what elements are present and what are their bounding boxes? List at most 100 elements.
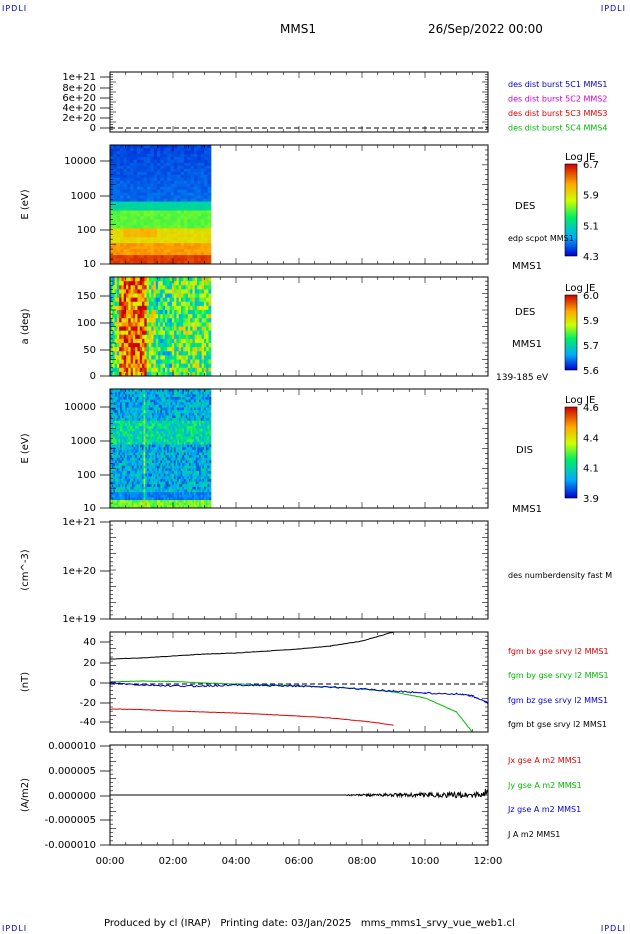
spectrogram-cell [137,371,141,377]
spectrogram-cell [116,441,119,446]
spectrogram-cell [207,489,210,493]
spectrogram-cell [135,293,138,299]
spectrogram-cell [177,402,180,406]
datetime-title: 26/Sep/2022 00:00 [428,22,543,36]
spectrogram-cell [163,478,166,483]
spectrogram-cell [180,428,183,432]
spectrogram-cell [200,449,203,453]
spectrogram-cell [135,343,138,348]
spectrogram-cell [168,412,171,416]
spectrogram-cell [165,423,168,427]
spectrogram-cell [204,261,208,265]
spectrogram-cell [137,277,141,282]
spectrogram-cell [162,351,166,356]
spectrogram-cell [163,449,166,453]
spectrogram-cell [144,310,148,315]
spectrogram-cell [183,156,188,161]
spectrogram-cell [163,484,166,488]
spectrogram-cell [180,404,183,409]
spectrogram-cell [194,326,198,332]
spectrogram-cell [136,410,140,414]
spectrogram-cell [188,468,192,472]
spectrogram-cell [205,497,208,501]
spectrogram-cell [132,293,136,299]
spectrogram-cell [183,426,187,430]
spectrogram-cell [136,455,140,459]
spectrogram-cell [209,489,212,493]
spectrogram-cell [138,423,141,427]
spectrogram-cell [174,293,177,299]
spectrogram-cell [138,433,141,438]
spectrogram-cell [146,165,151,170]
spectrogram-cell [170,439,173,443]
spectrogram-cell [167,457,170,461]
spectrogram-cell [170,186,175,191]
spectrogram-cell [130,359,134,365]
spectrogram-cell [130,455,133,459]
spectrogram-cell [128,396,131,401]
spectrogram-cell [160,314,164,319]
spectrogram-cell [178,371,182,377]
spectrogram-cell [138,412,141,416]
spectrogram-cell [170,441,173,446]
spectrogram-cell [183,447,187,451]
spectrogram-cell [181,326,184,332]
spectrogram-cell [209,404,212,409]
spectrogram-cell [190,478,193,483]
spectrogram-cell [120,460,123,464]
spectrogram-cell [202,486,205,490]
spectrogram-cell [148,500,151,504]
spectrogram-cell [116,449,119,453]
spectrogram-cell [130,281,134,286]
spectrogram-cell [205,481,208,485]
spectrogram-cell [181,367,184,373]
spectrogram-cell [187,481,190,485]
spectrogram-cell [202,412,205,416]
spectrogram-cell [207,207,212,211]
spectrogram-cell [123,399,126,403]
spectrogram-cell [192,338,196,344]
spectrogram-cell [165,389,168,393]
spectrogram-cell [120,484,123,488]
spectrogram-cell [180,150,185,155]
spectrogram-cell [118,481,121,485]
spectrogram-cell [173,222,178,226]
spectrogram-cell [160,171,165,176]
spectrogram-cell [175,444,178,448]
spectrogram-cell [126,189,131,194]
spectrogram-cell [163,219,168,223]
spectrogram-cell [133,478,136,483]
spectrogram-cell [136,441,140,446]
spectrogram-cell [150,252,155,256]
spectrogram-cell [125,426,128,430]
spectrogram-cell [209,396,212,401]
spectrogram-cell [195,441,198,446]
spectrogram-cell [119,318,122,323]
spectrogram-cell [167,213,171,217]
spectrogram-cell [200,147,205,152]
spectrogram-cell [195,460,198,464]
spectrogram-cell [187,428,190,432]
spectrogram-cell [173,261,178,265]
spectrogram-cell [123,447,126,451]
spectrogram-cell [163,396,166,401]
spectrogram-cell [116,145,121,149]
spectrogram-cell [139,326,143,332]
spectrogram-cell [167,402,170,406]
spectrogram-cell [110,234,114,238]
spectrogram-cell [112,310,116,315]
spectrogram-cell [121,318,125,323]
spectrogram-cell [119,277,122,282]
spectrogram-cell [143,402,146,406]
spectrogram-cell [141,492,145,496]
spectrogram-cell [123,347,127,352]
spectrogram-cell [175,402,178,406]
spectrogram-cell [123,180,128,185]
spectrogram-cell [182,455,185,459]
spectrogram-cell [120,168,124,173]
spectrogram-cell [195,476,198,480]
spectrogram-cell [148,338,152,344]
spectrogram-cell [113,399,116,403]
spectrogram-cell [172,394,175,398]
spectrogram-cell [170,231,175,235]
